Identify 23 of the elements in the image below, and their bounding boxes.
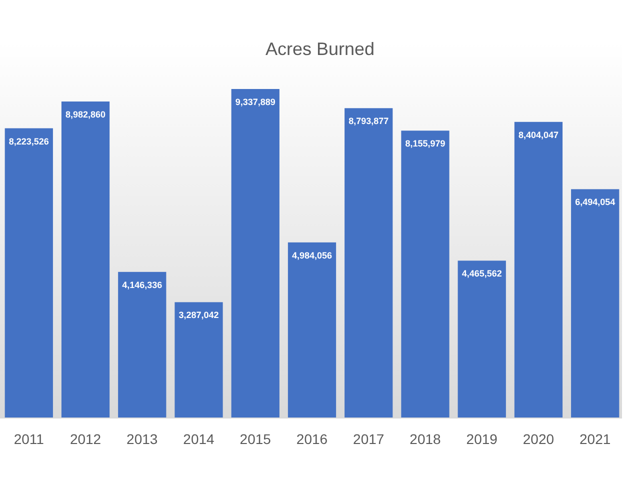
- data-label: 6,494,054: [575, 197, 616, 208]
- x-tick-label: 2015: [240, 431, 272, 447]
- data-label: 8,155,979: [405, 138, 446, 149]
- data-label: 4,984,056: [292, 250, 332, 260]
- x-tick-label: 2013: [126, 431, 158, 447]
- x-tick-label: 2014: [183, 431, 215, 447]
- data-label: 4,146,336: [122, 280, 162, 290]
- x-tick-label: 2021: [580, 431, 611, 447]
- x-tick-label: 2018: [410, 431, 442, 447]
- data-label: 4,465,562: [462, 268, 502, 279]
- chart-title: Acres Burned: [265, 39, 375, 59]
- data-label: 8,793,877: [348, 116, 389, 126]
- data-label: 8,404,047: [518, 130, 559, 140]
- data-label: 9,337,889: [235, 97, 276, 107]
- x-tick-label: 2011: [14, 431, 44, 447]
- x-tick-label: 2020: [522, 431, 554, 447]
- data-label: 3,287,042: [178, 310, 219, 320]
- x-tick-label: 2012: [70, 431, 102, 447]
- x-tick-label: 2017: [353, 431, 384, 447]
- x-tick-label: 2016: [296, 431, 328, 447]
- data-label: 8,982,860: [65, 110, 106, 120]
- x-tick-label: 2019: [466, 431, 498, 447]
- data-label: 8,223,526: [8, 136, 49, 146]
